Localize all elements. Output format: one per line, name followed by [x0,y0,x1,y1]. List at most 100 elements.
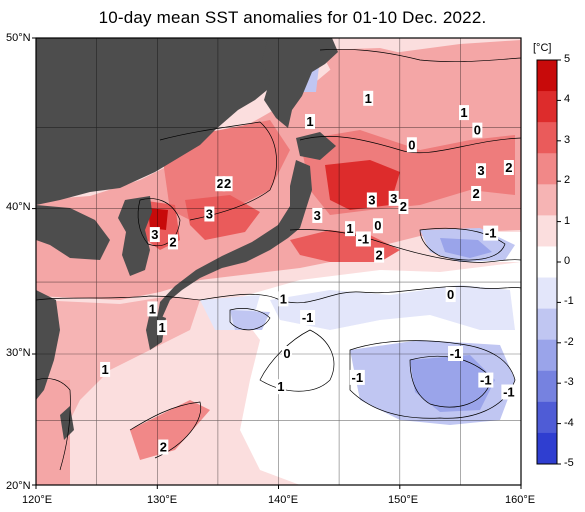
contour-label-bg [168,234,179,250]
contour-value-label: -1 [352,370,364,385]
taiwan-island [60,406,74,440]
contour-value-label: 2 [376,248,383,263]
contour-value-label: 0 [447,287,454,302]
colorbar-swatch [537,308,557,341]
colorbar-tick-label: -1 [564,295,574,308]
contour-value-label: 0 [474,123,481,138]
colorbar-tick-label: 0 [564,255,571,267]
contour-value-label: -1 [358,231,370,246]
honshu-island [155,160,312,330]
colorbar-swatch [537,184,557,216]
lat-label-20n: 20°N [6,480,31,492]
map-title: 10-day mean SST anomalies for 01-10 Dec.… [98,8,487,27]
contour-value-label: 3 [368,192,375,207]
hokkaido-island [296,132,336,160]
contour-value-label: -1 [480,373,492,388]
contour-value-label: -1 [450,346,462,361]
contour-value-label: -1 [503,385,515,400]
contour-label-bg [445,287,456,303]
contour-label-bg [363,90,374,106]
contour-value-label: 2 [169,234,176,249]
contour-label-bg [215,176,226,192]
colorbar-swatch [537,370,557,403]
colorbar-swatch [537,215,557,247]
contour-label-bg [204,206,215,222]
colorbar-tick-label: -5 [564,457,574,469]
contour-label-bg [275,379,286,395]
land-masses [36,38,338,440]
contour-label-bg [305,114,316,130]
contour-label-bg [374,247,385,263]
lon-label-120e: 120°E [22,494,53,506]
contour-value-label: 0 [283,346,290,361]
colorbar-tick-label: -3 [564,376,574,389]
colorbar [537,59,561,465]
colorbar-swatch [537,432,557,465]
contour-value-label: 1 [101,362,108,377]
colorbar-swatch [537,153,557,185]
contour-label-bg [147,301,158,317]
colorbar-frame [536,59,558,465]
contour-label-bg [355,231,371,247]
colorbar-swatch [537,60,557,92]
contour-label-bg [349,369,365,385]
contour-value-label: 0 [408,137,415,152]
colorbar-swatch [537,277,557,310]
lat-label-40n: 40°N [6,201,31,213]
colorbar-swatch [537,122,557,154]
contour-label-bg [406,137,417,153]
colorbar-tick-label: -4 [564,416,574,429]
contour-label-bg [149,227,160,243]
contour-label-bg [503,160,514,175]
lon-label-130e: 130°E [147,494,178,506]
lat-label-50n: 50°N [6,32,31,44]
colorbar-tick-label: 2 [564,174,571,187]
contour-label-bg [471,185,482,201]
contour-value-label: 3 [390,191,397,206]
contour-label-bg [372,218,383,234]
axis-ticks [32,37,522,489]
contour-label-bg [345,221,356,237]
contour-value-label: 1 [306,114,313,129]
colorbar-swatch [537,339,557,372]
contour-value-label: 2 [217,176,224,191]
contour-label-bg [281,346,292,361]
china-coast [36,290,60,400]
contour-value-label: 1 [346,221,353,236]
contour-label-bg [472,122,483,138]
contour-value-label: 3 [477,163,484,178]
colorbar-tick-label: 5 [564,53,571,65]
contour-value-label: 1 [460,105,467,120]
contour-label-bg [278,291,289,307]
sakhalin-island [262,38,338,128]
contour-label-bg [459,105,470,121]
bohai-coast [36,205,110,260]
colorbar-tick-label: 4 [564,93,571,106]
contour-value-label: 0 [374,218,381,233]
contour-value-label: -1 [302,310,314,325]
colorbar-unit: [°C] [533,42,552,54]
colorbar-swatch [537,91,557,123]
contour-value-label: 2 [473,186,480,201]
contour-value-label: 3 [206,206,213,221]
contour-label-bg [478,372,494,388]
contour-value-label: 2 [224,176,231,191]
lon-label-140e: 140°E [268,494,299,506]
contour-label-bg [483,225,499,241]
korean-peninsula [118,196,152,276]
contour-label-bg [388,190,399,206]
lon-label-160e: 160°E [505,494,536,506]
contour-value-label: 3 [314,208,321,223]
contour-value-label: 1 [280,291,287,306]
colorbar-tick-label: 3 [564,133,571,146]
contour-value-label: -1 [485,226,497,241]
contour-label-bg [312,207,323,223]
contour-label-bg [158,439,169,455]
lat-label-30n: 30°N [6,347,31,359]
contour-label-bg [300,310,316,326]
colorbar-swatch [537,401,557,434]
asian-continent [36,38,300,205]
contour-label-bg [475,163,486,179]
